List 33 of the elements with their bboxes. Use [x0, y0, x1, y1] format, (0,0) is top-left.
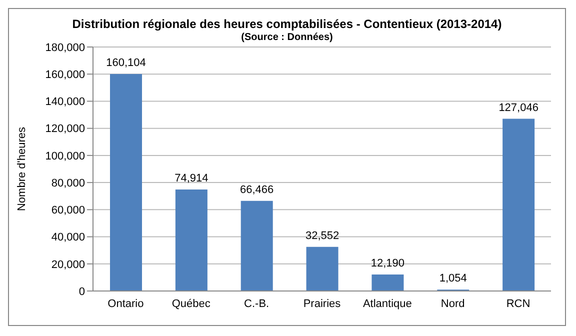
y-tick-label: 140,000	[45, 96, 85, 108]
data-label: 160,104	[106, 56, 146, 69]
y-tick-label: 20,000	[51, 258, 85, 271]
y-tick-label: 120,000	[45, 123, 85, 136]
y-tick-label: 100,000	[45, 150, 85, 162]
y-tick-label: 40,000	[51, 232, 85, 244]
y-tick-label: 60,000	[51, 204, 85, 217]
y-tick-label: 0	[78, 286, 85, 298]
x-tick-label: RCN	[506, 298, 530, 310]
data-label: 66,466	[240, 184, 274, 196]
data-label: 12,190	[370, 257, 405, 270]
x-tick-label: Atlantique	[362, 298, 412, 310]
data-label: 74,914	[174, 172, 208, 184]
bar	[502, 118, 535, 291]
bar	[110, 74, 142, 291]
data-label: 1,054	[439, 272, 467, 285]
data-label: 127,046	[498, 102, 538, 114]
bar	[240, 200, 273, 291]
bar	[175, 189, 208, 291]
y-tick-label: 180,000	[45, 42, 85, 54]
data-label: 32,552	[305, 230, 340, 242]
x-tick-label: Prairies	[303, 298, 342, 310]
x-tick-label: C.-B.	[244, 298, 270, 310]
y-tick-label: 160,000	[45, 69, 85, 82]
x-tick-label: Nord	[440, 298, 465, 310]
bar	[306, 246, 338, 291]
chart-subtitle: (Source : Données)	[240, 32, 334, 43]
y-axis-title: Nombre d'heures	[16, 126, 28, 212]
chart-title: Distribution régionale des heures comptabilisées - Contentieux (2013-2014)	[71, 17, 503, 31]
x-tick-label: Ontario	[108, 298, 144, 310]
y-tick-label: 80,000	[51, 177, 85, 190]
x-tick-label: Québec	[172, 298, 211, 310]
bar	[372, 274, 404, 291]
